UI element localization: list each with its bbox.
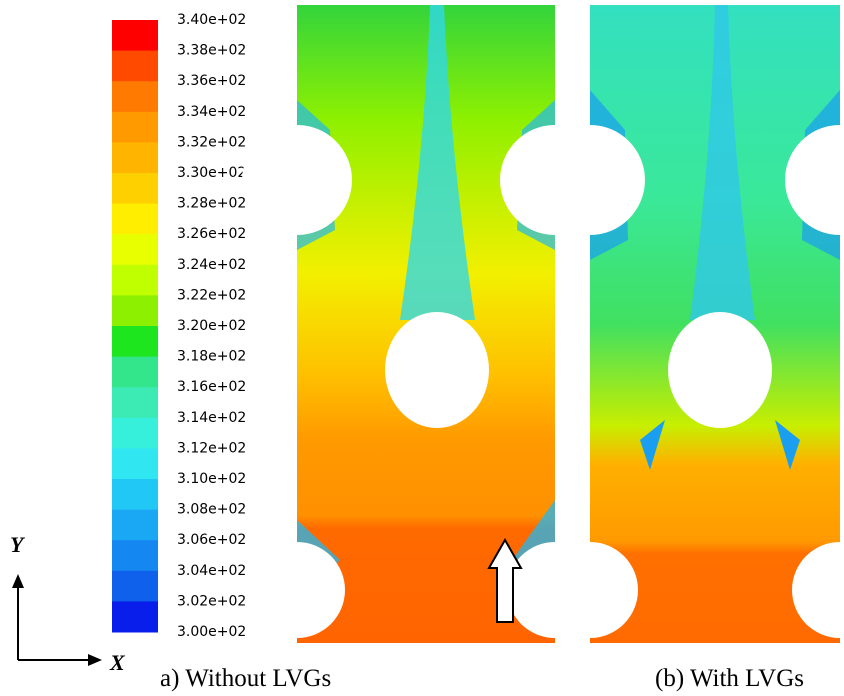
- colorbar-label: 3.18e+02: [177, 349, 246, 365]
- colorbar-band: [112, 173, 158, 205]
- colorbar-band: [112, 20, 158, 52]
- colorbar-label: 3.40e+02: [177, 12, 246, 28]
- colorbar-label: 3.16e+02: [177, 379, 246, 395]
- colorbar-label: 3.22e+02: [177, 287, 246, 303]
- axes-indicator: Y X: [10, 532, 126, 675]
- y-axis-label: Y: [10, 532, 26, 557]
- caption: a) Without LVGs: [160, 665, 331, 692]
- colorbar-label: 3.04e+02: [177, 563, 246, 579]
- colorbar-band: [112, 479, 158, 511]
- colorbar-band: [112, 142, 158, 174]
- colorbar-label: 3.28e+02: [177, 196, 246, 212]
- colorbar-band: [112, 509, 158, 541]
- colorbar-label: 3.38e+02: [177, 43, 246, 59]
- colorbar-label: 3.26e+02: [177, 226, 246, 242]
- colorbar-label: 3.12e+02: [177, 440, 246, 456]
- colorbar-label: 3.30e+02: [177, 165, 246, 181]
- colorbar-label: 3.34e+02: [177, 104, 246, 120]
- colorbar-band: [112, 417, 158, 449]
- colorbar-band: [112, 234, 158, 266]
- colorbar-label: 3.08e+02: [177, 502, 246, 518]
- colorbar-label: 3.32e+02: [177, 134, 246, 150]
- colorbar-band: [112, 111, 158, 143]
- colorbar-band: [112, 570, 158, 602]
- colorbar-label: 3.20e+02: [177, 318, 246, 334]
- colorbar-band: [112, 295, 158, 327]
- colorbar-label: 3.06e+02: [177, 532, 246, 548]
- colorbar-band: [112, 601, 158, 633]
- colorbar-label: 3.36e+02: [177, 73, 246, 89]
- colorbar-band: [112, 356, 158, 388]
- x-axis-label: X: [109, 650, 126, 675]
- colorbar-band: [112, 448, 158, 480]
- colorbar-label: 3.14e+02: [177, 410, 246, 426]
- colorbar-band: [112, 387, 158, 419]
- colorbar-label: 3.24e+02: [177, 257, 246, 273]
- colorbar: 3.40e+02 3.38e+02 3.36e+02 3.34e+02 3.32e+02…: [112, 12, 246, 640]
- colorbar-band: [112, 540, 158, 572]
- colorbar-label: 3.10e+02: [177, 471, 246, 487]
- colorbar-band: [112, 50, 158, 82]
- colorbar-band: [112, 203, 158, 235]
- contour-panel: [535, 5, 844, 643]
- colorbar-label: 3.00e+02: [177, 624, 246, 640]
- colorbar-band: [112, 81, 158, 113]
- colorbar-label: 3.02e+02: [177, 593, 246, 609]
- caption: (b) With LVGs: [655, 665, 804, 692]
- colorbar-band: [112, 264, 158, 296]
- colorbar-band: [112, 326, 158, 358]
- contour-panel: [242, 5, 610, 643]
